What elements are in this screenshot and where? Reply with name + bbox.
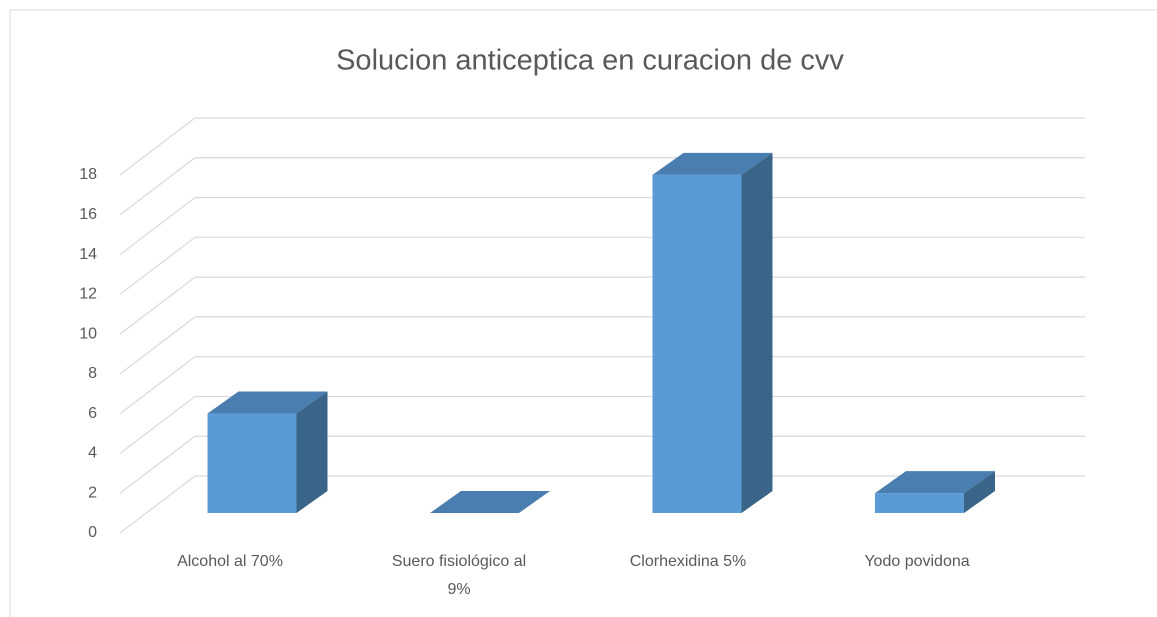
y-tick-label: 4 [88,445,97,462]
bar [207,391,328,513]
y-tick-label: 14 [79,246,97,263]
bar-top [875,471,995,494]
grid-line [119,435,196,494]
bar [875,471,995,513]
grid-line [119,157,196,216]
bar-top [430,491,550,513]
grid-line [119,356,196,415]
grid-line [119,117,196,176]
bar-front [652,174,742,513]
bar-side [964,471,995,513]
y-tick-label: 0 [88,524,97,541]
x-tick-label: Suero fisiológico al 9% [392,553,526,598]
grid-line [119,197,196,256]
grid-line [119,395,196,454]
bar-front [207,413,297,513]
x-tick-label: Alcohol al 70% [177,553,283,570]
x-tick-label: Clorhexidina 5% [630,553,747,570]
bar [430,491,550,513]
y-tick-label: 16 [79,206,97,223]
y-tick-label: 18 [79,166,97,183]
chart-title: Solucion anticeptica en curacion de cvv [336,45,844,77]
y-tick-label: 6 [88,405,97,422]
y-tick-label: 8 [88,365,97,382]
bar-side [296,391,328,513]
bar-top [207,391,328,414]
grid-line [119,276,196,335]
bar-top [652,152,773,175]
x-tick-label-line: 9% [447,581,470,598]
chart-frame [9,9,1157,617]
x-tick-label: Yodo povidona [864,553,969,570]
y-tick-label: 2 [88,484,97,501]
bar-side [741,152,773,513]
y-tick-label: 10 [79,325,97,342]
bar [652,152,773,513]
x-tick-label-line: Suero fisiológico al [392,553,526,570]
grid-line [119,316,196,375]
bar-front [875,493,964,513]
y-tick-label: 12 [79,286,97,303]
grid-line [119,236,196,295]
grid-line [119,475,196,534]
